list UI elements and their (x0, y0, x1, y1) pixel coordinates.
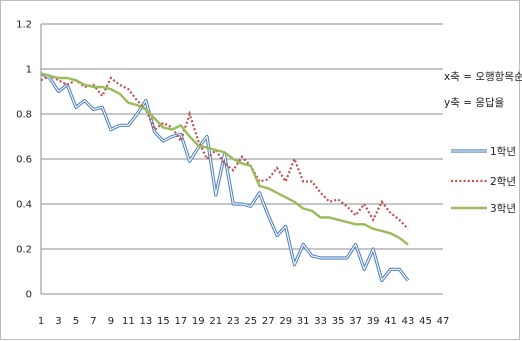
x-tick-label: 31 (297, 316, 310, 327)
y-tick-label: 0.8 (16, 110, 32, 121)
x-tick-label: 19 (192, 316, 205, 327)
y-tick-label: 0 (26, 290, 32, 301)
x-tick-label: 9 (108, 316, 114, 327)
x-tick-label: 33 (314, 316, 327, 327)
x-tick-label: 25 (244, 316, 257, 327)
y-tick-label: 0.2 (16, 245, 32, 256)
x-tick-label: 35 (332, 316, 345, 327)
x-tick-label: 1 (38, 316, 44, 327)
series-line-3학년 (40, 72, 409, 246)
axis-note: y축 = 응답율 (444, 97, 505, 109)
x-tick-label: 11 (122, 316, 135, 327)
x-tick-label: 27 (262, 316, 275, 327)
x-tick-label: 45 (419, 316, 432, 327)
x-tick-label: 29 (279, 316, 292, 327)
x-tick-label: 23 (227, 316, 240, 327)
x-tick-label: 17 (174, 316, 187, 327)
x-tick-label: 37 (349, 316, 362, 327)
x-tick-label: 21 (209, 316, 222, 327)
legend-label: 1학년 (490, 146, 516, 158)
x-tick-label: 41 (384, 316, 397, 327)
series-line-inner-1학년 (40, 73, 409, 282)
x-tick-label: 5 (73, 316, 79, 327)
x-tick-label: 39 (367, 316, 380, 327)
x-tick-label: 7 (90, 316, 96, 327)
y-tick-label: 1.2 (16, 20, 32, 31)
x-tick-label: 3 (55, 316, 61, 327)
y-tick-label: 0.4 (16, 200, 32, 211)
x-tick-label: 47 (437, 316, 450, 327)
x-tick-label: 43 (402, 316, 415, 327)
x-tick-label: 15 (157, 316, 170, 327)
legend-label: 3학년 (490, 203, 516, 215)
x-tick-label: 13 (140, 316, 153, 327)
axis-note: x축 = 오행항목순위 (444, 70, 522, 83)
y-tick-label: 1 (26, 65, 32, 76)
y-tick-label: 0.6 (16, 155, 32, 166)
legend-label: 2학년 (490, 176, 516, 188)
